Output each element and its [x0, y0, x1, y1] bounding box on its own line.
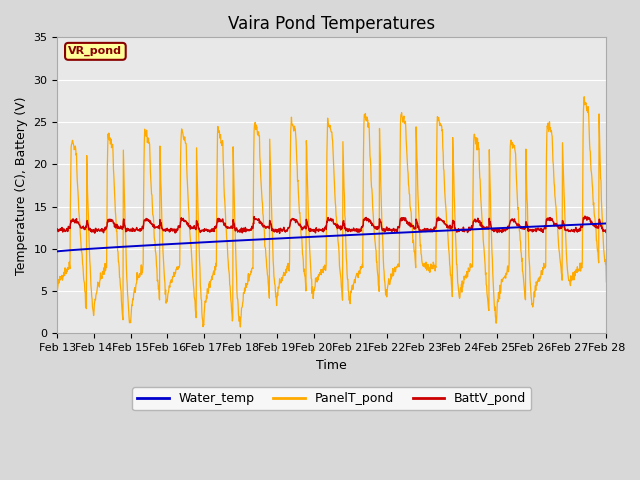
Title: Vaira Pond Temperatures: Vaira Pond Temperatures	[228, 15, 435, 33]
Y-axis label: Temperature (C), Battery (V): Temperature (C), Battery (V)	[15, 96, 28, 275]
Text: VR_pond: VR_pond	[68, 46, 122, 57]
X-axis label: Time: Time	[317, 359, 348, 372]
Legend: Water_temp, PanelT_pond, BattV_pond: Water_temp, PanelT_pond, BattV_pond	[132, 387, 531, 410]
